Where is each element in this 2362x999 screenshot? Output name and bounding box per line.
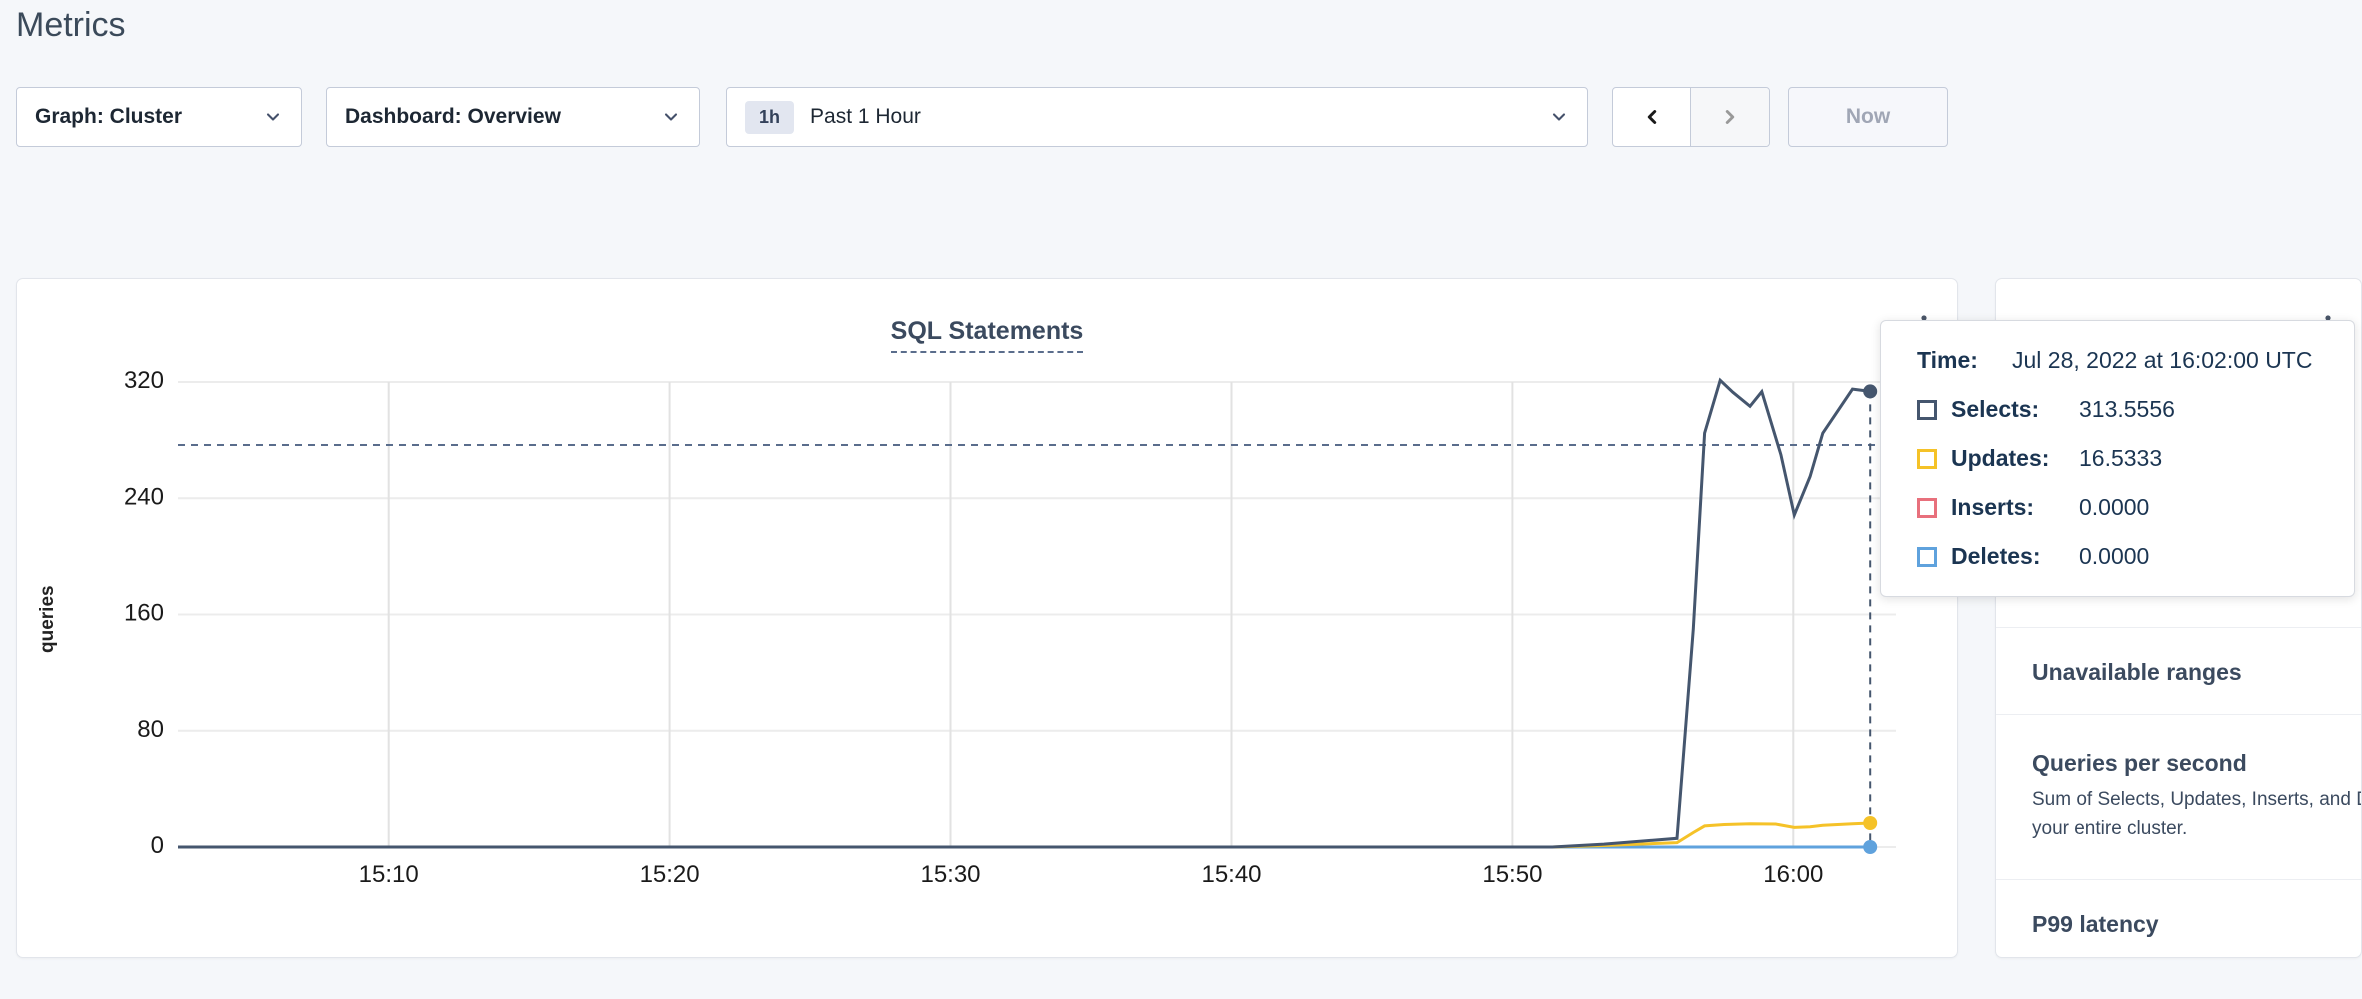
svg-text:15:10: 15:10	[359, 861, 419, 888]
svg-text:15:20: 15:20	[640, 861, 700, 888]
svg-text:15:40: 15:40	[1201, 861, 1261, 888]
svg-text:240: 240	[124, 483, 164, 510]
svg-text:160: 160	[124, 600, 164, 627]
svg-text:0: 0	[151, 832, 164, 859]
svg-text:16:00: 16:00	[1763, 861, 1823, 888]
svg-text:320: 320	[124, 367, 164, 394]
svg-text:15:50: 15:50	[1482, 861, 1542, 888]
svg-text:15:30: 15:30	[920, 861, 980, 888]
svg-text:80: 80	[137, 716, 164, 743]
